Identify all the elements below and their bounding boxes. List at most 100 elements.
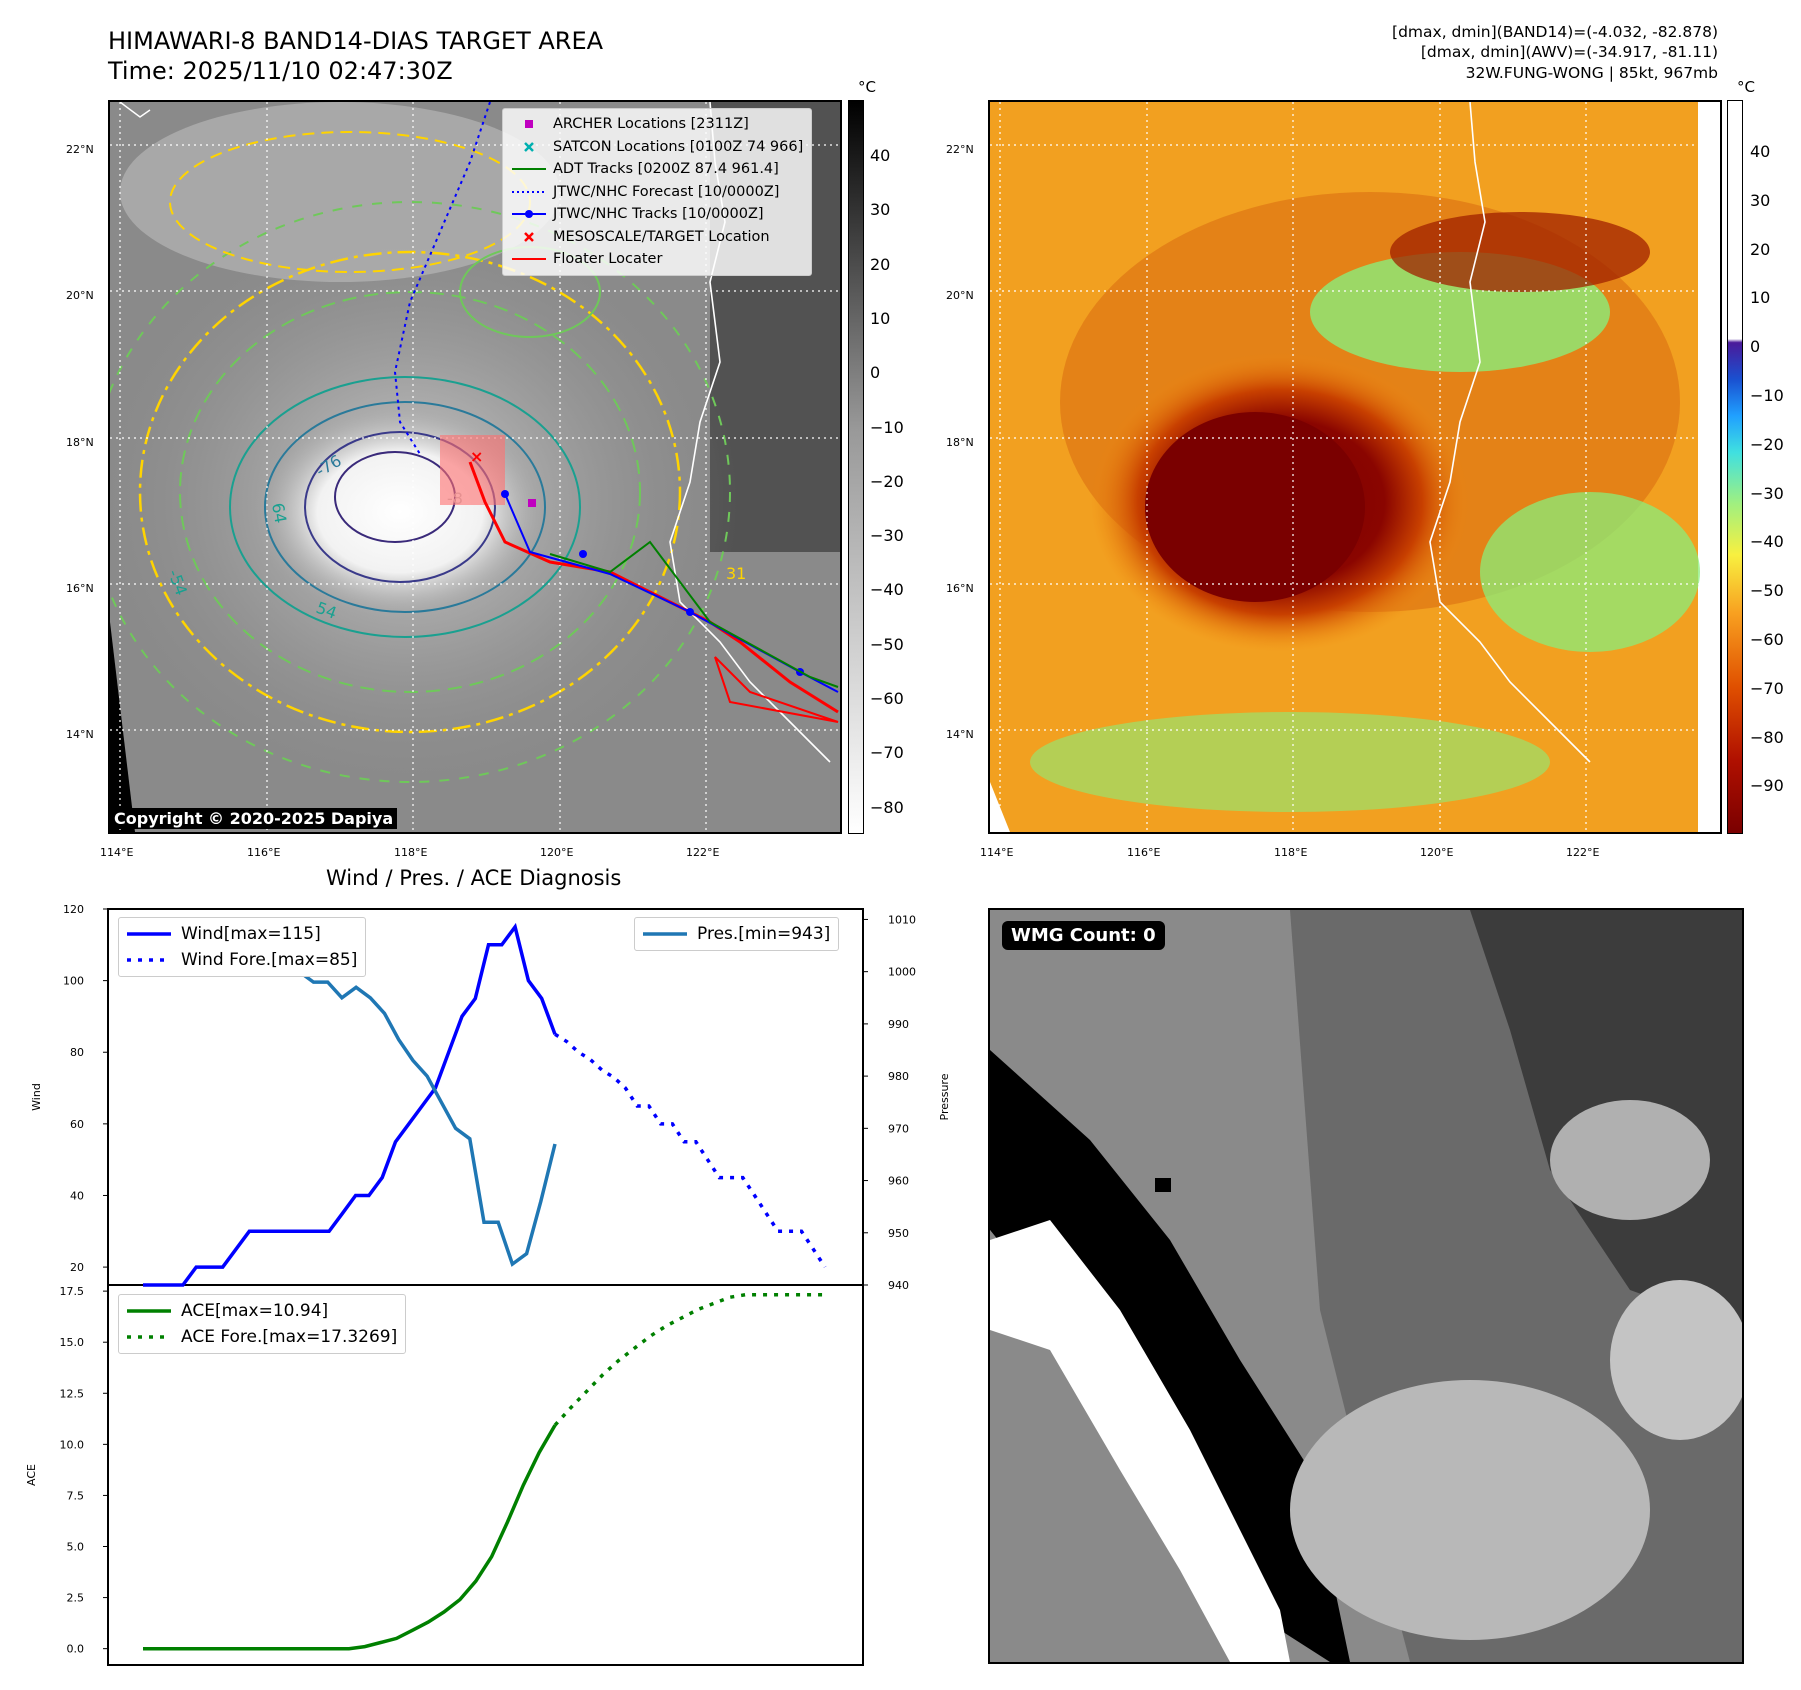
colorbar1-tick: −20 [870,471,904,491]
lon-tick: 118°E [1274,846,1308,859]
colorbar1-tick: −40 [870,580,904,600]
colorbar2 [1727,100,1743,834]
lat-tick: 16°N [946,582,974,595]
map-legend: ARCHER Locations [2311Z] SATCON Location… [502,108,813,276]
colorbar2-tick: −60 [1750,630,1784,649]
lat-tick: 20°N [946,289,974,302]
coastline [1429,102,1591,763]
contour-label: 31 [726,564,746,583]
contour-green-1 [179,291,641,693]
awv-map[interactable] [988,100,1722,834]
lat-tick: 14°N [66,728,94,741]
legend-label: ADT Tracks [0200Z 87.4 961.4] [553,161,779,177]
awv-map-canvas [990,102,1720,832]
ace-axes-frame [107,1284,864,1666]
colorbar2-tick: −20 [1750,434,1784,454]
wind-line [143,922,557,1287]
wmg-count-badge: WMG Count: 0 [1002,921,1165,950]
ace-forecast-line [553,1292,825,1427]
pressure-y-tick: 940 [888,1279,909,1292]
ace-legend: ACE[max=10.94] ACE Fore.[max=17.3269] [118,1294,407,1354]
wind-y-tick: 120 [63,903,84,916]
floater-locater-track [468,461,839,714]
lat-tick: 20°N [66,289,94,302]
pressure-legend: Pres.[min=943] [634,917,840,951]
x-marker-icon [511,141,547,153]
ace-y-tick: 15.0 [60,1336,85,1349]
colorbar2-tick: 20 [1750,239,1771,259]
contour-yellow-1 [138,250,682,734]
solid-line-icon [127,1307,171,1315]
pressure-y-tick: 960 [888,1175,909,1188]
wind-y-tick: 80 [70,1046,84,1059]
lon-tick: 116°E [1127,846,1161,859]
legend-floater: Floater Locater [511,248,803,271]
ace-line [143,1424,557,1651]
colorbar1-tick: −50 [870,634,904,654]
legend-label: Floater Locater [553,251,663,267]
ace-y-tick: 2.5 [67,1592,85,1605]
legend-wind: Wind[max=115] [127,921,357,947]
coastline-china [119,102,151,118]
info-band14: [dmax, dmin](BAND14)=(-4.032, -82.878) [1392,23,1718,41]
wmg-canvas [990,910,1742,1662]
lon-tick: 114°E [980,846,1014,859]
band14-map-canvas: -76 64 -54 54 -8 31 × [110,102,840,832]
wind-y-tick: 100 [63,975,84,988]
lat-tick: 22°N [946,143,974,156]
lon-tick: 118°E [394,846,428,859]
colorbar1-tick: 30 [870,200,891,220]
legend-mesoscale: MESOSCALE/TARGET Location [511,226,803,249]
lat-tick: 18°N [946,436,974,449]
wmg-panel[interactable] [988,908,1744,1664]
colorbar2-tick: −40 [1750,532,1784,552]
contour-green-2 [110,201,731,783]
wind-forecast-line [554,1032,827,1269]
wmg-white-band [990,1220,1290,1662]
figure-time: Time: 2025/11/10 02:47:30Z [108,57,453,85]
wmg-black-band [990,1050,1350,1662]
legend-archer: ARCHER Locations [2311Z] [511,113,803,136]
ace-y-tick: 5.0 [67,1541,85,1554]
wmg-pixel-dot [1155,1178,1171,1192]
copyright-label: Copyright © 2020-2025 Dapiya [110,808,398,829]
adt-track [549,540,839,688]
info-storm: 32W.FUNG-WONG | 85kt, 967mb [1465,64,1718,82]
lat-tick: 18°N [66,436,94,449]
colorbar2-tick: −70 [1750,678,1784,698]
lon-tick: 120°E [1420,846,1454,859]
solid-line-icon [511,165,547,173]
legend-label: ACE Fore.[max=17.3269] [181,1327,398,1347]
wmg-light-region-ne [1550,1100,1710,1220]
awv-eye [1145,412,1365,602]
pressure-y-ticks: 1010 1000 990 980 970 960 950 940 [863,913,916,1292]
colorbar2-tick: −10 [1750,386,1784,405]
colorbar2-tick: 30 [1750,190,1771,210]
legend-label: JTWC/NHC Forecast [10/0000Z] [553,183,780,200]
colorbar1-tick: 10 [870,308,891,328]
x-marker-icon [511,231,547,243]
legend-pressure: Pres.[min=943] [643,921,830,947]
ace-y-tick: 7.5 [67,1489,85,1502]
colorbar1-tick: −60 [870,689,904,708]
colorbar1 [848,100,864,834]
lat-tick: 22°N [66,143,94,156]
wind-y-tick: 60 [70,1118,84,1131]
ace-ylabel: ACE [25,1464,38,1486]
legend-wind-forecast: Wind Fore.[max=85] [127,947,357,973]
solid-line-icon [643,930,687,938]
colorbar1-unit: °C [858,78,876,96]
ace-y-tick: 17.5 [60,1285,85,1298]
dry-region-north [1390,212,1650,292]
legend-jtwc-forecast: JTWC/NHC Forecast [10/0000Z] [511,181,803,204]
colorbar1-tick: 0 [870,363,881,383]
colorbar1-tick: −70 [870,743,904,763]
contour-outer-teal [229,376,581,638]
contour-inner-navy [304,431,496,583]
square-marker-icon [511,118,547,130]
pressure-y-tick: 1010 [888,913,916,926]
north-cloud-band [120,102,560,282]
colorbar2-tick: 0 [1750,337,1761,357]
lon-tick: 122°E [686,846,720,859]
ace-y-tick: 12.5 [60,1387,85,1400]
